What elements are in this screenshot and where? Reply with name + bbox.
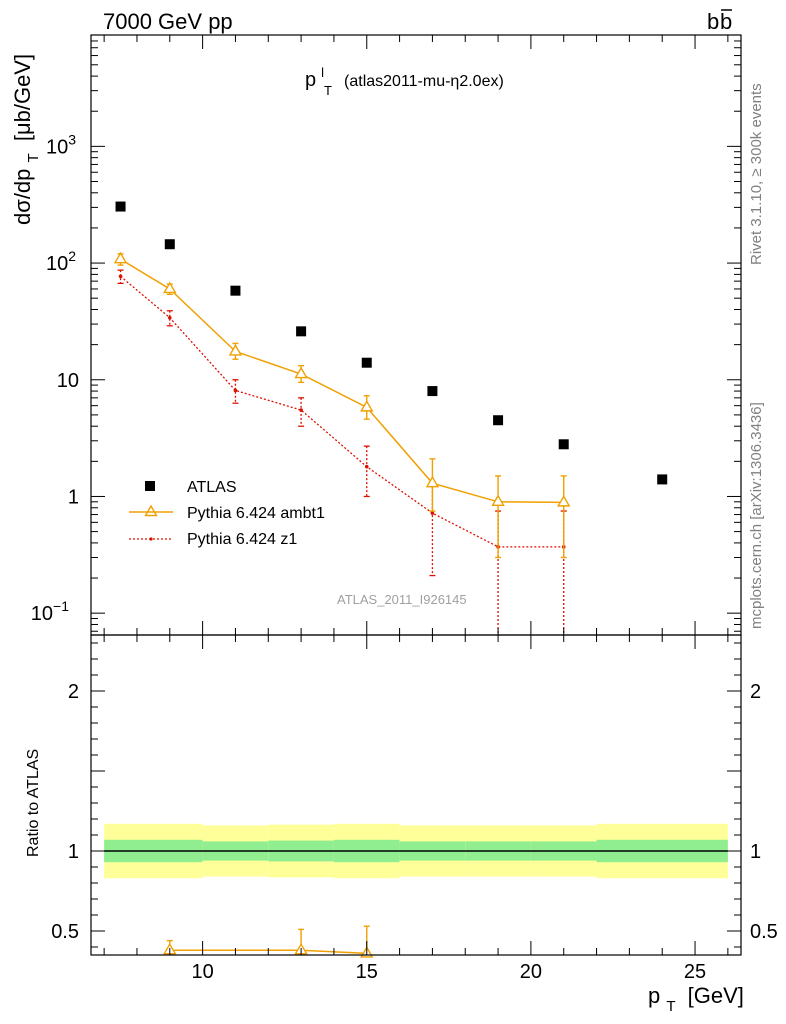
series-atlas [115,201,668,485]
x-tick-label: 10 [191,961,213,983]
y-tick-label: 1 [68,486,79,508]
plot-title-sup: l [321,65,324,80]
ambt1-point [360,399,374,412]
plot-title-sub: T [324,83,332,98]
x-axis-label-sub: T [666,998,675,1015]
ambt1-point [491,494,505,507]
z1-point [364,464,369,469]
z1-point [233,388,238,393]
y-tick-label: 10 [57,370,79,392]
atlas-point [558,439,569,450]
mcplots-label: mcplots.cern.ch [arXiv:1306.3436] [748,402,765,629]
legend-atlas-label: ATLAS [187,479,237,496]
ratio-axis-label: Ratio to ATLAS [25,749,42,857]
atlas-point [657,474,668,485]
y-axis-label: dσ/dp T [μb/GeV] [10,54,43,225]
legend: ATLAS Pythia 6.424 ambt1 Pythia 6.424 z1 [129,479,325,548]
ambt1-point [113,251,128,264]
atlas-point [115,201,126,212]
ambt1-line [120,258,564,504]
x-tick-label: 20 [520,961,542,983]
x-axis-label-main: p [648,983,660,1008]
x-tick-label: 25 [684,961,706,983]
y-tick-label: 10−1 [31,598,69,625]
header-right-b: b [707,9,719,34]
atlas-point [164,239,175,250]
ratio-tick-label-left: 2 [68,681,79,703]
z1-point [118,274,123,279]
ambt1-point [163,281,177,294]
plot-title-main: p [305,69,316,91]
legend-atlas-marker [145,481,155,491]
ambt1-point [557,494,571,507]
ratio-tick-label-right: 1 [750,841,761,863]
x-axis-label-unit: [GeV] [688,983,744,1008]
series-z1 [117,269,567,635]
ratio-band [104,823,728,879]
y-axis-label-unit: [μb/GeV] [10,54,35,141]
z1-line [120,275,564,548]
x-axis-label: p T [GeV] [648,983,744,1016]
watermark: ATLAS_2011_I926145 [337,592,467,607]
legend-ambt1-label: Pythia 6.424 ambt1 [187,505,325,522]
y-axis-label-pre: dσ/dp [10,169,35,225]
rivet-label: Rivet 3.1.10, ≥ 300k events [748,83,765,265]
atlas-point [427,386,438,397]
axes: 10 15 20 25 10−1 1 10 102 103 0.5 0.5 1 1 2 2 [31,34,778,983]
ambt1-point [294,366,308,379]
ratio-panel-frame [90,634,742,956]
ambt1-point [425,475,440,488]
y-tick-label: 103 [46,131,76,158]
ratio-tick-label-left: 0.5 [51,921,79,943]
ratio-tick-label-left: 1 [68,841,79,863]
x-tick-label: 15 [356,961,378,983]
legend-ambt1-marker [144,504,158,517]
y-axis-label-sub: T [25,153,42,162]
header-right-bbar: b [720,9,732,34]
atlas-point [493,415,504,426]
legend-z1-label: Pythia 6.424 z1 [187,531,297,548]
z1-point [430,511,435,515]
plot-title: p l T (atlas2011-mu-η2.0ex) [305,61,504,99]
ratio-tick-label-right: 2 [750,681,761,703]
header-right: b b [707,9,732,34]
z1-point [167,315,172,320]
ambt1-point [228,344,243,356]
plot-title-rest: (atlas2011-mu-η2.0ex) [344,73,504,90]
atlas-point [230,285,241,296]
atlas-point [361,357,372,368]
series-ambt1 [113,251,571,559]
z1-point [299,408,303,412]
legend-z1-marker [149,537,153,541]
header-left: 7000 GeV pp [103,9,233,34]
y-tick-label: 102 [46,248,76,275]
ratio-tick-label-right: 0.5 [750,921,778,943]
atlas-point [296,326,307,337]
